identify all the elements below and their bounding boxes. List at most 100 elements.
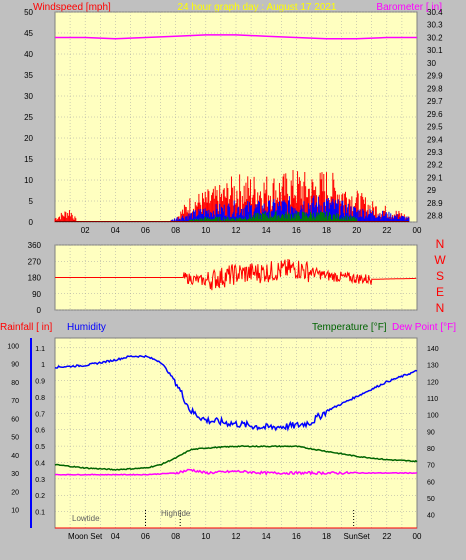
temperature-axis-title: Temperature [°F]	[312, 322, 387, 333]
compass-n-label: N	[436, 301, 445, 315]
wind-x-tick-label: 12	[232, 226, 241, 235]
temperature-y-tick-label: 80	[427, 446, 435, 453]
barometer-y-tick-label: 28.8	[427, 212, 443, 221]
humidity-y-tick-label: 70	[11, 398, 19, 405]
rain-y-tick-label: 0.8	[35, 395, 45, 402]
barometer-y-tick-label: 30	[427, 59, 436, 68]
temp-x-tick-label: 18	[322, 532, 331, 541]
compass-n-label: N	[436, 237, 445, 251]
rain-y-tick-label: 1	[41, 362, 45, 369]
temp-x-tick-label: 08	[171, 532, 180, 541]
barometer-y-tick-label: 29.3	[427, 148, 443, 157]
temp-x-tick-label: Moon Set	[68, 532, 103, 541]
humidity-y-tick-label: 40	[11, 453, 19, 460]
wind-y-tick-label: 35	[24, 71, 33, 80]
wind-y-tick-label: 50	[24, 8, 33, 17]
rain-y-tick-label: 0.6	[35, 428, 45, 435]
rain-y-tick-label: 0.9	[35, 379, 45, 386]
temp-x-tick-label: 16	[292, 532, 301, 541]
wind-x-tick-label: 22	[382, 226, 391, 235]
barometer-y-tick-label: 29.7	[427, 97, 443, 106]
wind-y-tick-label: 30	[24, 92, 33, 101]
low-tide-label: Lowtide	[72, 514, 100, 523]
wind-x-tick-label: 08	[171, 226, 180, 235]
compass-w-label: W	[434, 253, 446, 267]
wind-x-tick-label: 00	[413, 226, 422, 235]
dew-point-line	[54, 468, 418, 476]
rain-y-tick-label: 0.4	[35, 460, 45, 467]
direction-y-tick-label: 90	[32, 290, 41, 299]
high-tide-label: Hightide	[161, 509, 191, 518]
wind-y-tick-label: 10	[24, 176, 33, 185]
wind-x-tick-label: 20	[352, 226, 361, 235]
temperature-y-tick-label: 40	[427, 513, 435, 520]
temp-x-tick-label: 14	[262, 532, 271, 541]
wind-y-tick-label: 25	[24, 113, 33, 122]
wind-y-tick-label: 20	[24, 134, 33, 143]
temp-x-tick-label: SunSet	[344, 532, 371, 541]
temperature-y-tick-label: 100	[427, 413, 439, 420]
humidity-y-tick-label: 90	[11, 362, 19, 369]
barometer-y-tick-label: 29	[427, 186, 436, 195]
barometer-y-tick-label: 29.9	[427, 72, 443, 81]
compass-s-label: S	[436, 269, 444, 283]
barometer-y-tick-label: 29.1	[427, 173, 443, 182]
temperature-y-tick-label: 110	[427, 396, 438, 403]
wind-x-tick-label: 16	[292, 226, 301, 235]
barometer-y-tick-label: 29.5	[427, 123, 443, 132]
humidity-y-tick-label: 60	[11, 416, 19, 423]
humidity-line	[54, 354, 418, 432]
rain-y-tick-label: 0.3	[35, 477, 45, 484]
wind-direction-panel: 0 90 180 270 360	[28, 241, 418, 315]
wind-y-tick-label: 40	[24, 50, 33, 59]
wind-x-tick-label: 04	[111, 226, 120, 235]
barometer-y-tick-label: 30.3	[427, 21, 443, 30]
humidity-axis-title: Humidity	[67, 322, 106, 333]
barometer-y-tick-label: 29.6	[427, 110, 443, 119]
barometer-line	[55, 34, 417, 40]
wind-x-tick-label: 02	[81, 226, 90, 235]
humidity-y-tick-label: 20	[11, 489, 19, 496]
wind-y-tick-label: 5	[29, 197, 34, 206]
barometer-y-tick-label: 29.8	[427, 84, 443, 93]
temperature-line	[54, 445, 418, 471]
humidity-y-tick-label: 100	[7, 343, 19, 350]
temperature-y-tick-label: 70	[427, 463, 435, 470]
graph-day-title: 24 hour graph day : August 17 2021	[177, 2, 336, 13]
wind-x-tick-label: 14	[262, 226, 271, 235]
temp-x-tick-label: 10	[201, 532, 210, 541]
barometer-y-tick-label: 30.2	[427, 33, 443, 42]
barometer-y-tick-label: 29.4	[427, 135, 443, 144]
temperature-y-tick-label: 60	[427, 479, 435, 486]
direction-y-tick-label: 270	[28, 257, 42, 266]
rain-y-tick-label: 1.1	[35, 346, 45, 353]
wind-x-tick-label: 18	[322, 226, 331, 235]
temperature-y-tick-label: 140	[427, 346, 439, 353]
barometer-y-tick-label: 30.1	[427, 46, 443, 55]
rain-y-tick-label: 0.7	[35, 411, 45, 418]
wind-y-tick-label: 0	[29, 218, 34, 227]
temp-x-tick-label: 06	[141, 532, 150, 541]
wind-y-tick-label: 15	[24, 155, 33, 164]
direction-y-tick-label: 360	[28, 241, 42, 250]
humidity-y-tick-label: 50	[11, 435, 19, 442]
temp-x-tick-label: 12	[232, 532, 241, 541]
wind-x-tick-label: 06	[141, 226, 150, 235]
compass-e-label: E	[436, 285, 444, 299]
direction-y-tick-label: 0	[37, 306, 42, 315]
temperature-y-tick-label: 130	[427, 363, 439, 370]
temperature-humidity-panel: Moon Set 04 06 08 10 12 14 16 18 SunSet 22 00 10 20 30…	[7, 337, 439, 541]
wind-direction-line	[55, 258, 417, 291]
rain-y-tick-label: 0.1	[35, 510, 45, 517]
wind-y-tick-label: 45	[24, 29, 33, 38]
temperature-y-tick-label: 50	[427, 496, 435, 503]
barometer-axis-title: Barometer [ in]	[376, 2, 442, 13]
temp-x-tick-label: 04	[111, 532, 120, 541]
barometer-y-tick-label: 28.9	[427, 199, 443, 208]
wind-barometer-panel: 02 04 06 08 10 12 14 16 18 20 22 000510152025303540…	[24, 8, 443, 235]
temperature-y-tick-label: 90	[427, 429, 435, 436]
humidity-y-tick-label: 10	[11, 508, 19, 515]
